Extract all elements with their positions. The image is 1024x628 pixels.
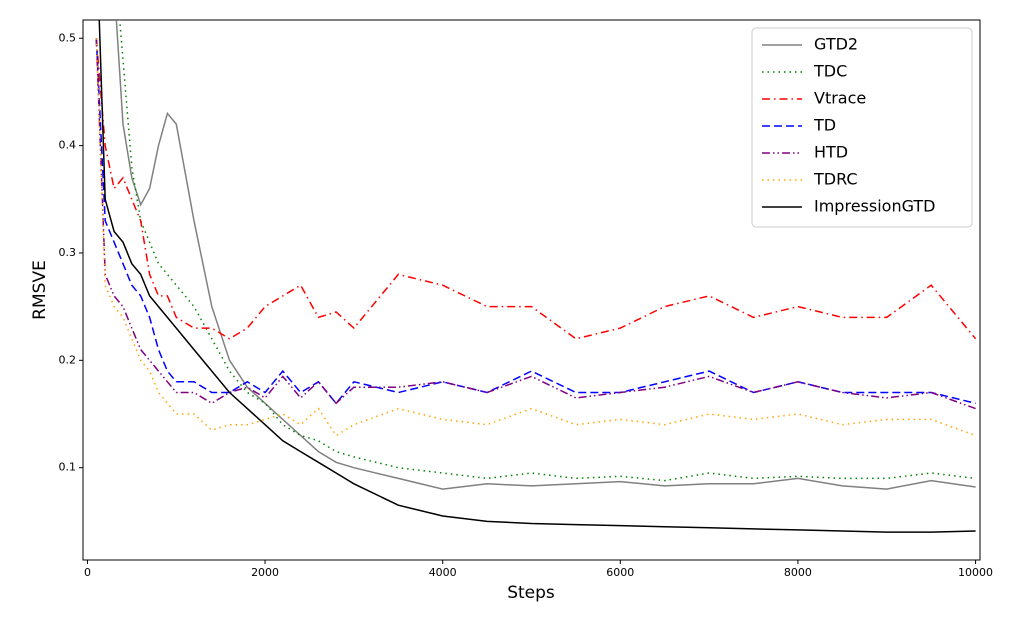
x-tick-label: 10000 [958, 566, 993, 579]
x-tick-label: 4000 [429, 566, 457, 579]
series-line [98, 20, 976, 533]
plot-frame [82, 19, 981, 561]
x-axis-label: Steps [507, 583, 555, 603]
x-tick-label: 0 [84, 566, 91, 579]
series-line [95, 38, 976, 405]
legend-label: GTD2 [814, 35, 858, 54]
legend-label: Vtrace [814, 89, 866, 108]
x-tick-label: 6000 [606, 566, 634, 579]
y-tick-label: 0.1 [59, 461, 77, 474]
series-line [95, 38, 976, 410]
y-tick-label: 0.5 [59, 31, 77, 44]
series-line [118, 20, 976, 482]
legend-label: TDRC [813, 170, 858, 189]
x-tick-label: 2000 [251, 566, 279, 579]
legend-box [751, 27, 973, 228]
legend-label: HTD [814, 143, 848, 162]
legend-label: TDC [813, 62, 847, 81]
series-line [115, 20, 976, 490]
y-tick-label: 0.3 [59, 246, 77, 259]
y-tick-label: 0.4 [59, 139, 77, 152]
x-tick-label: 8000 [784, 566, 812, 579]
y-tick-label: 0.2 [59, 353, 77, 366]
plot-lines [95, 20, 977, 533]
legend-label: TD [813, 116, 836, 135]
y-axis-label: RMSVE [30, 260, 50, 320]
legend-label: ImpressionGTD [814, 197, 936, 216]
